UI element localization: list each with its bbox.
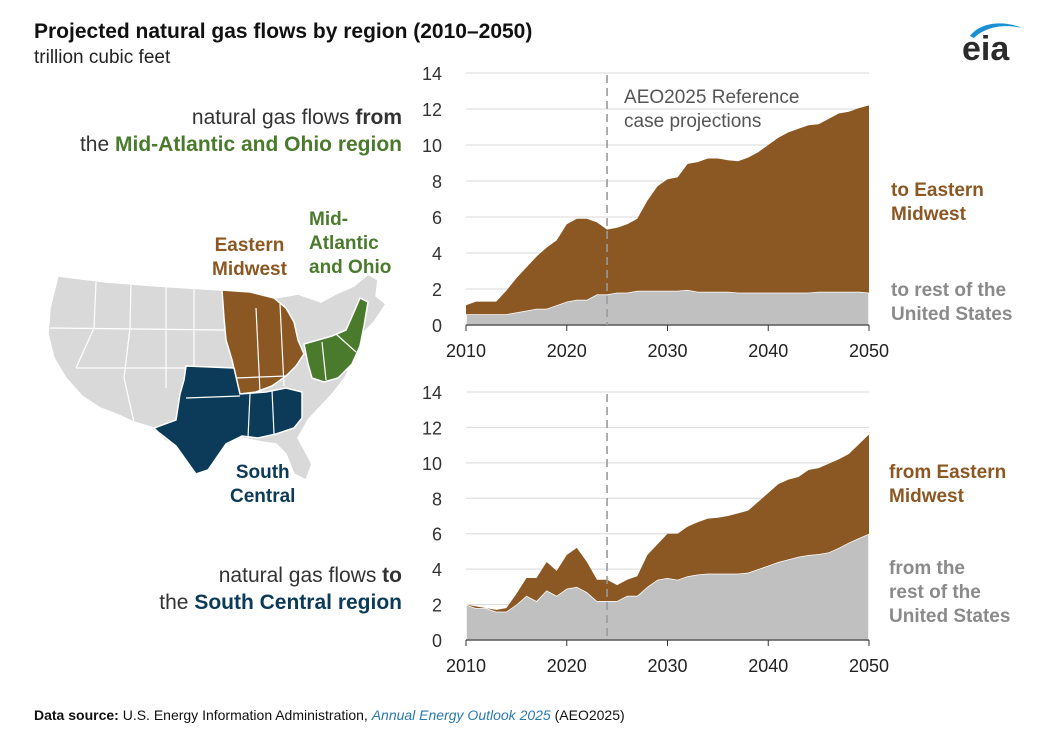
bottom-ytick-label: 4 <box>432 560 442 580</box>
eia-swoosh-icon <box>970 23 1022 38</box>
bottom-ytick-label: 0 <box>432 631 442 651</box>
eastern-midwest-label: Eastern Midwest <box>212 235 287 280</box>
bottom-xtick-label: 2040 <box>748 656 788 676</box>
bottom-series-label: rest of the <box>889 582 981 603</box>
top-series-label: United States <box>891 304 1012 325</box>
eia-logo: eia <box>956 14 1028 71</box>
bottom-xtick-label: 2010 <box>446 656 486 676</box>
chart-subtitle: trillion cubic feet <box>34 47 171 68</box>
top-annotation-line1: AEO2025 Reference <box>624 87 799 108</box>
bottom-series-eastern-midwest-area <box>466 434 869 612</box>
us-states-map <box>36 268 401 493</box>
bottom-series-label: United States <box>889 606 1010 627</box>
bottom-series-label: from Eastern <box>889 462 1006 483</box>
bottom-xtick-label: 2050 <box>849 656 889 676</box>
top-xtick-label: 2040 <box>748 341 788 361</box>
bottom-xtick-label: 2030 <box>647 656 687 676</box>
south-central-region <box>152 365 303 475</box>
chart-title: Projected natural gas flows by region (2… <box>34 20 533 43</box>
top-annotation-line2: case projections <box>624 111 761 132</box>
bottom-chart-description: natural gas flows to the South Central r… <box>159 564 402 614</box>
bottom-ytick-label: 6 <box>432 525 442 545</box>
top-series-label: to rest of the <box>891 280 1006 301</box>
top-ytick-label: 4 <box>432 244 442 264</box>
top-ytick-label: 14 <box>422 64 442 84</box>
top-chart-description: natural gas flows from the Mid-Atlantic … <box>79 106 402 156</box>
top-ytick-label: 12 <box>422 100 442 120</box>
bottom-ytick-label: 10 <box>422 454 442 474</box>
bottom-xtick-label: 2020 <box>547 656 587 676</box>
south-central-label: South Central <box>230 462 296 507</box>
top-xtick-label: 2030 <box>647 341 687 361</box>
top-series-label: to Eastern <box>891 180 984 201</box>
top-ytick-label: 6 <box>432 208 442 228</box>
top-xtick-label: 2020 <box>547 341 587 361</box>
top-ytick-label: 0 <box>432 316 442 336</box>
top-series-eastern-midwest-area <box>466 105 869 315</box>
bottom-series-label: Midwest <box>889 486 965 507</box>
bottom-ytick-label: 2 <box>432 596 442 616</box>
bottom-ytick-label: 8 <box>432 489 442 509</box>
eia-logo-text: eia <box>962 30 1010 66</box>
top-ytick-label: 8 <box>432 172 442 192</box>
aeo-link[interactable]: Annual Energy Outlook 2025 <box>371 707 551 723</box>
top-xtick-label: 2010 <box>446 341 486 361</box>
top-ytick-label: 2 <box>432 280 442 300</box>
bottom-ytick-label: 12 <box>422 418 442 438</box>
top-ytick-label: 10 <box>422 136 442 156</box>
top-xtick-label: 2050 <box>849 341 889 361</box>
data-source-footer: Data source: U.S. Energy Information Adm… <box>34 707 625 723</box>
top-series-label: Midwest <box>891 204 967 225</box>
bottom-ytick-label: 14 <box>422 383 442 403</box>
bottom-series-label: from the <box>889 558 965 579</box>
mid-atlantic-label: Mid- Atlantic and Ohio <box>309 209 392 278</box>
state-borders <box>49 281 357 439</box>
